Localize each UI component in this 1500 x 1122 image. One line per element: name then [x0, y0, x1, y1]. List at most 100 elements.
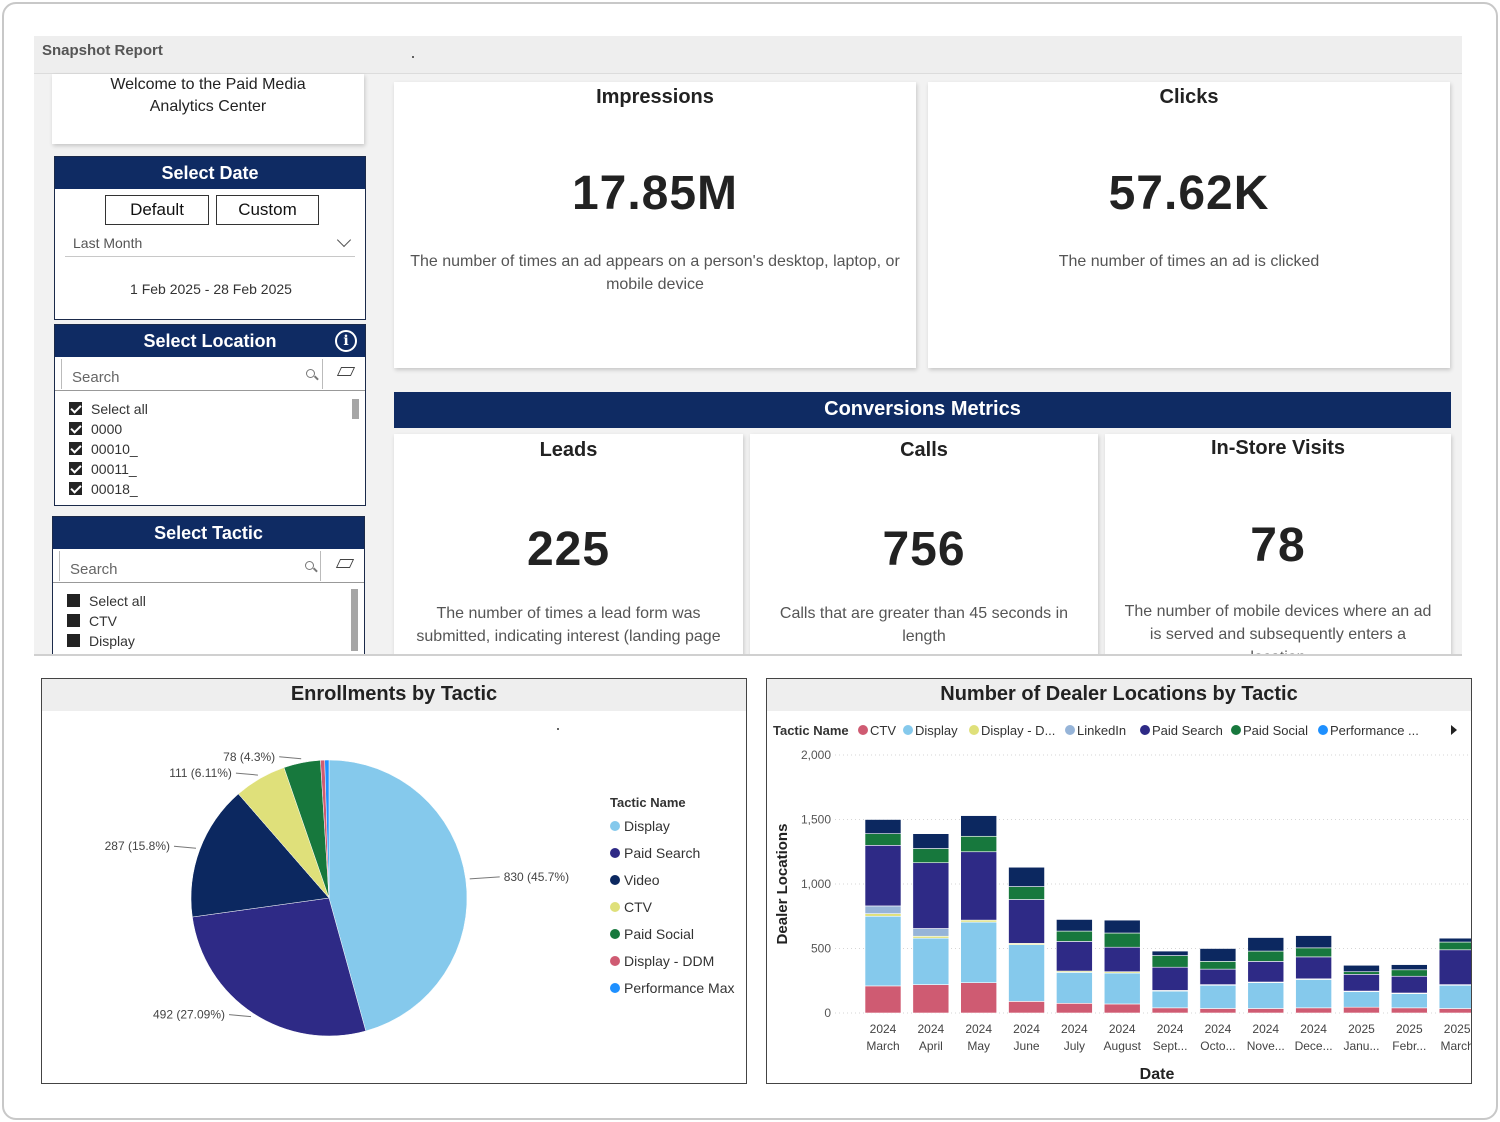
- bar-segment[interactable]: [1391, 993, 1428, 1009]
- bar-segment[interactable]: [912, 937, 950, 985]
- legend-item[interactable]: Display: [610, 816, 734, 843]
- bar-segment[interactable]: [1056, 919, 1093, 932]
- bar-segment[interactable]: [1151, 950, 1189, 956]
- bar-segment[interactable]: [1008, 944, 1045, 1002]
- bar-segment[interactable]: [912, 928, 950, 937]
- bar-segment[interactable]: [912, 848, 950, 864]
- checkbox[interactable]: [69, 402, 82, 415]
- bar-segment[interactable]: [864, 913, 902, 917]
- bar-legend-item[interactable]: LinkedIn: [1077, 723, 1126, 738]
- legend-item[interactable]: Paid Search: [610, 843, 734, 870]
- bar-segment[interactable]: [1056, 1003, 1093, 1014]
- bar-segment[interactable]: [1056, 972, 1093, 1004]
- list-item[interactable]: Select all: [65, 591, 352, 611]
- bar-legend-item[interactable]: Paid Search: [1152, 723, 1223, 738]
- bar-segment[interactable]: [912, 833, 950, 849]
- bar-segment[interactable]: [864, 905, 902, 914]
- bar-segment[interactable]: [864, 845, 902, 907]
- bar-segment[interactable]: [960, 851, 997, 921]
- bar-segment[interactable]: [1008, 899, 1045, 944]
- date-dropdown[interactable]: Last Month: [65, 229, 355, 257]
- bar-segment[interactable]: [1103, 932, 1141, 948]
- bar-segment[interactable]: [1343, 973, 1380, 992]
- bar-segment[interactable]: [1151, 1007, 1189, 1014]
- bar-segment[interactable]: [1391, 975, 1428, 994]
- location-search-input[interactable]: Search: [61, 359, 323, 389]
- pie-slice-paid-search[interactable]: [192, 897, 367, 1037]
- bar-segment[interactable]: [1151, 990, 1189, 1009]
- location-scrollbar[interactable]: [352, 399, 359, 419]
- eraser-icon[interactable]: [335, 559, 355, 568]
- list-item[interactable]: 00018_: [67, 479, 353, 499]
- checkbox[interactable]: [67, 594, 80, 607]
- custom-button[interactable]: Custom: [216, 195, 319, 225]
- bar-segment[interactable]: [864, 915, 902, 987]
- bar-segment[interactable]: [1438, 941, 1471, 951]
- bar-segment[interactable]: [1438, 949, 1471, 985]
- bar-segment[interactable]: [1295, 947, 1332, 958]
- bar-segment[interactable]: [1151, 966, 1189, 991]
- bar-segment[interactable]: [960, 835, 997, 853]
- list-item[interactable]: 00011_: [67, 459, 353, 479]
- bar-segment[interactable]: [960, 982, 997, 1014]
- bar-segment[interactable]: [1295, 956, 1332, 980]
- bar-segment[interactable]: [1008, 886, 1045, 900]
- pie-slice-performance-max[interactable]: [324, 759, 330, 899]
- bar-segment[interactable]: [1295, 1007, 1332, 1014]
- bar-segment[interactable]: [1103, 946, 1141, 973]
- bar-segment[interactable]: [1438, 1008, 1471, 1014]
- bar-legend-item[interactable]: CTV: [870, 723, 896, 738]
- tactic-scrollbar[interactable]: [351, 589, 358, 651]
- bar-segment[interactable]: [1008, 1001, 1045, 1014]
- bar-segment[interactable]: [1056, 930, 1093, 942]
- bar-segment[interactable]: [1343, 1006, 1380, 1014]
- legend-item[interactable]: Display - DDM: [610, 951, 734, 978]
- checkbox[interactable]: [67, 634, 80, 647]
- default-button[interactable]: Default: [105, 195, 209, 225]
- list-item[interactable]: 00010_: [67, 439, 353, 459]
- list-item[interactable]: Display: [65, 631, 352, 651]
- bar-segment[interactable]: [1103, 1003, 1141, 1014]
- bar-segment[interactable]: [1199, 961, 1237, 970]
- info-icon[interactable]: i: [335, 330, 357, 352]
- legend-item[interactable]: Performance Max: [610, 978, 734, 1005]
- bar-segment[interactable]: [1103, 919, 1141, 934]
- bar-segment[interactable]: [1343, 971, 1380, 975]
- bar-segment[interactable]: [864, 819, 902, 834]
- list-item[interactable]: Select all: [67, 399, 353, 419]
- bar-segment[interactable]: [1199, 948, 1237, 962]
- checkbox[interactable]: [69, 442, 82, 455]
- bar-segment[interactable]: [1103, 972, 1141, 1005]
- list-item[interactable]: 0000: [67, 419, 353, 439]
- pie-slice-display[interactable]: [328, 759, 468, 1032]
- bar-segment[interactable]: [1056, 941, 1093, 972]
- legend-item[interactable]: CTV: [610, 897, 734, 924]
- bar-segment[interactable]: [1199, 984, 1237, 1009]
- bar-segment[interactable]: [1247, 1008, 1285, 1014]
- bar-segment[interactable]: [960, 921, 997, 983]
- bar-segment[interactable]: [1295, 935, 1332, 949]
- bar-segment[interactable]: [1391, 1007, 1428, 1014]
- bar-segment[interactable]: [1247, 961, 1285, 983]
- eraser-icon[interactable]: [336, 367, 356, 376]
- checkbox[interactable]: [67, 614, 80, 627]
- pie-slice-video[interactable]: [190, 793, 330, 918]
- bar-segment[interactable]: [1247, 982, 1285, 1009]
- bar-segment[interactable]: [1247, 950, 1285, 962]
- bar-segment[interactable]: [1438, 937, 1471, 943]
- tactic-search-input[interactable]: Search: [59, 551, 321, 581]
- checkbox[interactable]: [69, 422, 82, 435]
- bar-segment[interactable]: [912, 984, 950, 1014]
- bar-segment[interactable]: [864, 833, 902, 846]
- legend-next-icon[interactable]: [1451, 725, 1457, 735]
- legend-item[interactable]: Paid Social: [610, 924, 734, 951]
- bar-segment[interactable]: [1391, 964, 1428, 971]
- bar-segment[interactable]: [1199, 1008, 1237, 1014]
- legend-item[interactable]: Video: [610, 870, 734, 897]
- bar-segment[interactable]: [1151, 955, 1189, 968]
- bar-segment[interactable]: [1199, 968, 1237, 985]
- bar-segment[interactable]: [1247, 937, 1285, 952]
- bar-segment[interactable]: [1343, 991, 1380, 1008]
- bar-legend-item[interactable]: Paid Social: [1243, 723, 1308, 738]
- checkbox[interactable]: [69, 482, 82, 495]
